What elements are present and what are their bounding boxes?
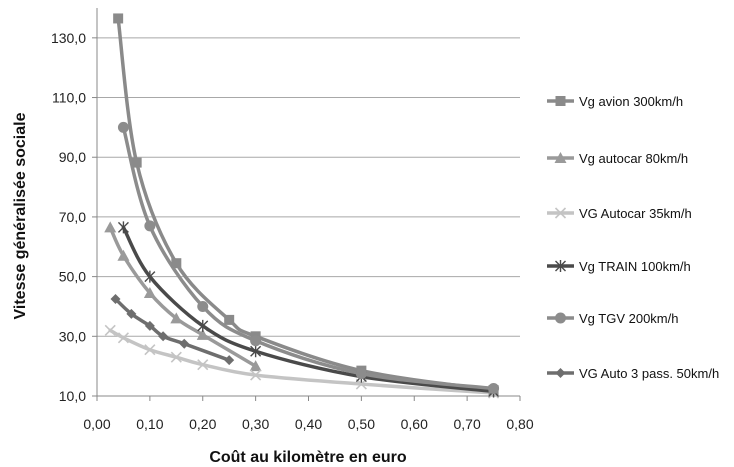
series-line-1 (116, 16, 496, 392)
data-point-series-4 (250, 345, 262, 358)
data-point-series-2 (196, 328, 209, 340)
y-axis-title: Vitesse généralisée sociale (12, 112, 29, 319)
marker-stroke (117, 332, 130, 344)
y-tick-label: 130,0 (51, 30, 86, 46)
data-point-series-1 (113, 13, 124, 24)
data-point-series-5 (488, 383, 500, 395)
data-point-series-3 (117, 332, 130, 344)
legend-label: VG Auto 3 pass. 50km/h (579, 366, 719, 381)
y-tick-label: 30,0 (59, 328, 86, 344)
legend: Vg avion 300km/h Vg autocar 80km/h VG Auto… (547, 94, 719, 381)
data-point-series-3 (170, 351, 182, 363)
legend-swatch-marker (555, 96, 566, 106)
legend-label: VG Autocar 35km/h (579, 206, 692, 221)
series-line-3 (108, 328, 496, 395)
data-point-series-4 (117, 221, 129, 234)
legend-swatch-marker (555, 368, 566, 378)
marker-stroke (554, 207, 567, 219)
data-point-series-3 (104, 324, 116, 336)
legend-item: Vg TGV 200km/h (547, 311, 678, 326)
y-tick-label: 10,0 (59, 388, 86, 404)
data-point-series-6 (158, 331, 169, 342)
data-point-series-3 (250, 369, 262, 381)
data-point-series-3 (144, 344, 156, 356)
x-tick-label: 0,20 (189, 416, 216, 432)
marker-stroke (144, 344, 156, 356)
y-tick-label: 90,0 (59, 149, 86, 165)
data-point-series-2 (104, 221, 117, 233)
data-point-series-2 (249, 360, 262, 372)
legend-label: Vg autocar 80km/h (579, 151, 688, 166)
data-point-series-6 (126, 308, 137, 319)
marker-layer (104, 13, 500, 399)
data-point-series-5 (144, 220, 156, 232)
marker-stroke (250, 369, 262, 381)
series-line-5 (121, 125, 496, 391)
legend-item: VG Auto 3 pass. 50km/h (547, 366, 719, 381)
axis-layer: 10,0 30,0 50,0 70,0 90,0 110,0 130,0 0,00 0,10 0,… (51, 8, 534, 432)
legend-item: VG Autocar 35km/h (547, 206, 692, 221)
data-point-series-4 (144, 270, 156, 283)
legend-label: Vg avion 300km/h (579, 94, 683, 109)
data-point-series-1 (171, 258, 182, 269)
y-tick-label: 50,0 (59, 269, 86, 285)
data-point-series-2 (143, 287, 156, 299)
legend-swatch-marker (554, 207, 567, 219)
data-point-series-3 (197, 359, 209, 371)
legend-swatch-marker (555, 260, 566, 272)
legend-item: Vg avion 300km/h (547, 94, 683, 109)
marker-stroke (197, 359, 209, 371)
data-point-series-6 (179, 338, 190, 349)
series-line-4 (121, 225, 496, 394)
data-point-series-5 (250, 335, 262, 347)
x-tick-label: 0,60 (401, 416, 428, 432)
data-point-series-1 (131, 157, 142, 168)
grid-layer (97, 37, 520, 337)
x-tick-label: 0,10 (136, 416, 163, 432)
data-point-series-1 (224, 314, 235, 325)
legend-label: Vg TRAIN 100km/h (579, 259, 691, 274)
x-tick-label: 0,50 (348, 416, 375, 432)
marker-stroke (170, 351, 182, 363)
legend-item: Vg TRAIN 100km/h (547, 259, 691, 274)
data-point-series-2 (117, 249, 130, 261)
data-point-series-6 (110, 294, 121, 304)
y-tick-label: 70,0 (59, 209, 86, 225)
legend-label: Vg TGV 200km/h (579, 311, 678, 326)
x-tick-label: 0,00 (83, 416, 110, 432)
data-point-series-5 (117, 121, 129, 133)
marker-stroke (104, 324, 116, 336)
x-tick-label: 0,80 (506, 416, 533, 432)
data-point-series-4 (197, 319, 209, 332)
legend-item: Vg autocar 80km/h (547, 151, 688, 166)
x-tick-label: 0,30 (242, 416, 269, 432)
data-point-series-6 (224, 355, 235, 366)
data-point-series-5 (197, 300, 209, 312)
x-tick-label: 0,40 (295, 416, 322, 432)
legend-swatch-marker (555, 312, 566, 324)
y-tick-label: 110,0 (52, 90, 86, 106)
series-layer (108, 16, 496, 395)
data-point-series-2 (170, 312, 183, 324)
legend-swatch-marker (554, 152, 567, 163)
data-point-series-5 (355, 368, 367, 380)
x-tick-label: 0,70 (454, 416, 481, 432)
series-line-6 (113, 297, 231, 362)
x-axis-title: Coût au kilomètre en euro (209, 449, 407, 466)
data-point-series-6 (144, 320, 155, 331)
